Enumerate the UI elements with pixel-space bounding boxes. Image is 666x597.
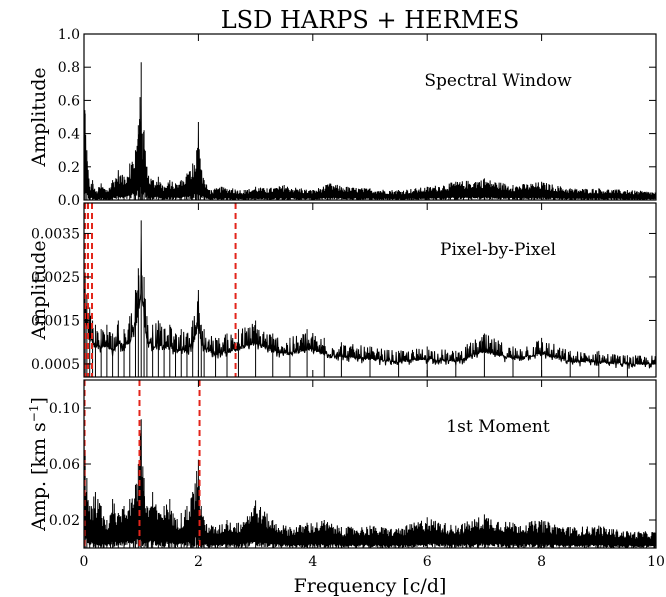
panels: 0.0 0.2 0.4 0.6 0.8 1.0 Amplitude Spectral Wind… (27, 27, 665, 570)
y-axis-label: Amplitude (28, 67, 50, 167)
series-trace (84, 220, 656, 377)
y-tick-label: 0.0035 (31, 226, 80, 242)
axes-frame (83, 202, 657, 378)
x-axis-label: Frequency [c/d] (294, 575, 447, 597)
y-tick-label: 1.0 (58, 27, 80, 43)
panel-label: Spectral Window (424, 71, 572, 91)
x-tick-label: 2 (194, 554, 203, 570)
y-tick-label: 0.06 (49, 457, 80, 473)
y-tick-label: 0.2 (58, 160, 80, 176)
panel-label: 1st Moment (446, 417, 550, 437)
panel-label: Pixel-by-Pixel (440, 240, 556, 260)
panel-1: 0.0 0.2 0.4 0.6 0.8 1.0 Amplitude Spectral Wind… (28, 27, 657, 209)
x-tick-label: 10 (647, 554, 665, 570)
y-tick-label: 0.0 (58, 193, 80, 209)
series-trace (84, 394, 656, 548)
y-tick-label: 0.02 (49, 513, 80, 529)
y-tick-label: 0.0015 (31, 313, 80, 329)
x-tick-label: 4 (308, 554, 317, 570)
y-tick-label: 0.6 (58, 93, 80, 109)
x-tick-label: 8 (537, 554, 546, 570)
x-tick-label: 6 (423, 554, 432, 570)
figure-title: LSD HARPS + HERMES (221, 6, 520, 34)
y-tick-label: 0.0025 (31, 270, 80, 286)
y-axis-label: Amp. [km s−1] (27, 397, 50, 532)
series-trace (84, 38, 656, 200)
y-axis-label: Amplitude (28, 240, 50, 340)
axes-frame (83, 33, 657, 201)
y-tick-label: 0.8 (58, 60, 80, 76)
y-tick-label: 0.4 (58, 127, 80, 143)
y-tick-label: 0.0005 (31, 357, 80, 373)
y-tick-label: 0.10 (49, 401, 80, 417)
x-tick-label: 0 (80, 554, 89, 570)
